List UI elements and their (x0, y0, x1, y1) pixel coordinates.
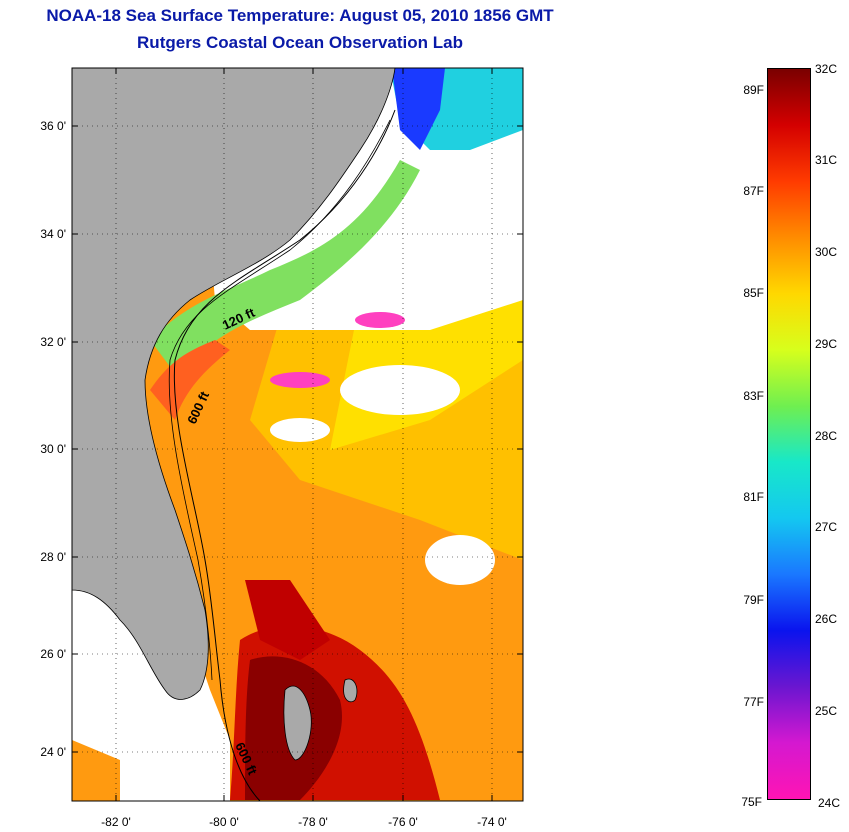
cloud-patch (270, 418, 330, 442)
temperature-colorbar (767, 68, 811, 800)
colorbar-c-label: 27C (815, 520, 838, 534)
colorbar-c-label: 26C (815, 612, 838, 626)
map-grid (72, 68, 523, 801)
colorbar-f-label: 87F (743, 184, 764, 198)
colorbar-c-label: 25C (815, 704, 838, 718)
sst-image (72, 68, 523, 801)
isobath-120ft (168, 119, 391, 681)
lat-label: 28 0' (40, 550, 66, 564)
lon-label: -76 0' (388, 815, 418, 829)
colorbar-c-label: 29C (815, 337, 838, 351)
colorbar-c-label: 31C (815, 153, 838, 167)
lon-label: -80 0' (209, 815, 239, 829)
colorbar-f-label: 83F (743, 389, 764, 403)
warm-water-bahamas (245, 580, 330, 660)
lat-label: 32 0' (40, 335, 66, 349)
colorbar-f-label: 89F (743, 83, 764, 97)
land-island (343, 678, 358, 703)
coastal-band-green (150, 160, 420, 380)
map-subtitle: Rutgers Coastal Ocean Observation Lab (137, 33, 463, 52)
cloud-patch (340, 365, 460, 415)
lon-label: -78 0' (298, 815, 328, 829)
lon-label: -74 0' (477, 815, 507, 829)
colorbar-f-label: 81F (743, 490, 764, 504)
cold-patch (270, 372, 330, 388)
land-southeast-us (72, 68, 396, 700)
colorbar-c-label: 32C (815, 62, 838, 76)
land-andros-island (283, 685, 312, 761)
colorbar-f-label: 85F (743, 286, 764, 300)
cold-water-blue (392, 68, 445, 150)
lon-label: -82 0' (101, 815, 131, 829)
colorbar-c-label: 30C (815, 245, 838, 259)
colorbar-c-label: 24C (818, 796, 841, 810)
lat-label: 36 0' (40, 119, 66, 133)
lat-label: 24 0' (40, 745, 66, 759)
colorbar-f-label: 79F (743, 593, 764, 607)
cold-patch (355, 312, 405, 328)
cloud-patch (425, 535, 495, 585)
gulf-warm-patch (72, 740, 120, 801)
lat-label: 34 0' (40, 227, 66, 241)
lon-ticks (115, 68, 493, 801)
colorbar-f-label: 75F (741, 795, 762, 809)
colorbar-f-label: 77F (743, 695, 764, 709)
map-frame (71, 67, 524, 802)
lat-label: 26 0' (40, 647, 66, 661)
map-title: NOAA-18 Sea Surface Temperature: August … (46, 6, 554, 25)
lat-ticks (72, 125, 523, 753)
lat-label: 30 0' (40, 442, 66, 456)
colorbar-c-label: 28C (815, 429, 838, 443)
